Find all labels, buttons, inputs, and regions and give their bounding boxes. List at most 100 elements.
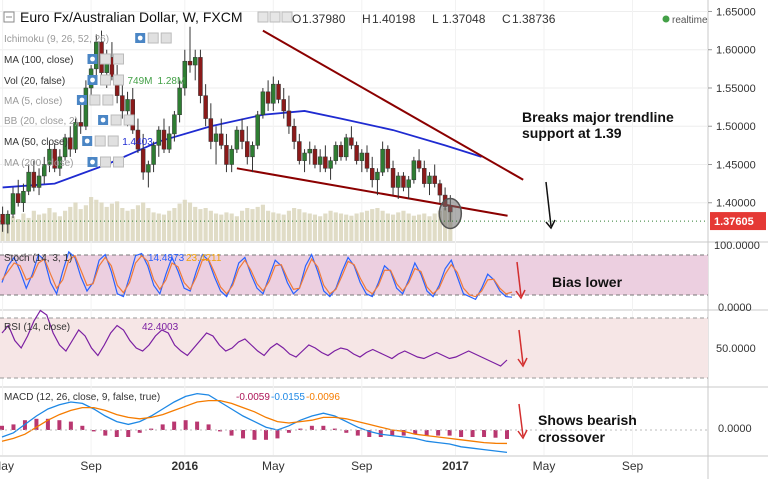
volume-bar bbox=[21, 213, 26, 241]
volume-bar bbox=[276, 213, 281, 241]
volume-bar bbox=[10, 216, 16, 241]
candle-body bbox=[192, 57, 198, 66]
indicator-label: MA (5, close) bbox=[4, 96, 62, 107]
volume-bar bbox=[193, 206, 198, 241]
volume-bar bbox=[416, 214, 422, 241]
candle-body bbox=[31, 171, 37, 188]
macd-histogram-bar bbox=[91, 430, 96, 432]
indicator-settings-icon[interactable] bbox=[89, 94, 101, 106]
volume-bar bbox=[0, 224, 5, 241]
collapse-icon[interactable] bbox=[3, 11, 15, 23]
volume-bar bbox=[177, 203, 182, 241]
volume-bar bbox=[208, 210, 213, 241]
volume-bar bbox=[396, 212, 401, 241]
candle-body bbox=[260, 91, 266, 116]
volume-bar bbox=[52, 212, 57, 241]
volume-bar bbox=[26, 217, 31, 241]
indicator-settings-icon[interactable] bbox=[100, 156, 111, 168]
candle-body bbox=[359, 152, 365, 161]
macd-histogram-bar bbox=[252, 430, 257, 440]
macd-histogram-bar bbox=[298, 428, 303, 430]
candle-body bbox=[47, 148, 52, 165]
arrow-head-macd bbox=[517, 429, 528, 440]
indicator-value: 1.28M bbox=[158, 76, 186, 87]
volume-bar bbox=[427, 216, 432, 241]
header-toolbar-icon[interactable] bbox=[257, 11, 269, 23]
candle-body bbox=[57, 156, 63, 169]
arrow-head-main bbox=[545, 219, 556, 230]
candle-body bbox=[73, 122, 78, 150]
indicator-settings-icon[interactable] bbox=[147, 32, 159, 44]
macd-tick: 0.0000 bbox=[718, 423, 752, 435]
volume-bar bbox=[36, 214, 42, 241]
candle-body bbox=[52, 148, 57, 169]
ohlc-key: L bbox=[432, 12, 439, 26]
macd-histogram-bar bbox=[263, 430, 268, 440]
candle-body bbox=[15, 193, 21, 203]
last-price-label: 1.37605 bbox=[714, 216, 754, 228]
volume-bar bbox=[219, 214, 224, 241]
header-toolbar-icon[interactable] bbox=[269, 11, 281, 23]
header-toolbar-icon[interactable] bbox=[281, 11, 293, 23]
indicator-remove-icon[interactable] bbox=[107, 135, 119, 147]
volume-bar bbox=[99, 202, 104, 241]
volume-bar bbox=[338, 213, 344, 241]
ohlc-key: H bbox=[362, 12, 371, 26]
y-tick-label: 1.65000 bbox=[716, 6, 756, 18]
candle-body bbox=[78, 122, 83, 127]
volume-bar bbox=[323, 213, 328, 241]
candle-body bbox=[323, 156, 328, 169]
indicator-settings-icon[interactable] bbox=[94, 135, 106, 147]
indicator-remove-icon[interactable] bbox=[113, 74, 124, 86]
volume-bar bbox=[234, 216, 239, 241]
volume-bar bbox=[83, 205, 88, 241]
macd-histogram-bar bbox=[367, 430, 372, 437]
macd-histogram-bar bbox=[218, 430, 223, 432]
candle-body bbox=[375, 171, 380, 181]
candle-body bbox=[369, 168, 375, 181]
indicator-settings-icon[interactable] bbox=[100, 74, 111, 86]
indicator-remove-icon[interactable] bbox=[102, 94, 114, 106]
indicator-settings-icon[interactable] bbox=[100, 53, 111, 65]
indicator-value: 749M bbox=[128, 76, 153, 87]
volume-bar bbox=[380, 210, 385, 241]
rsi-band bbox=[0, 318, 708, 378]
candle-body bbox=[224, 145, 229, 165]
volume-bar bbox=[146, 208, 151, 241]
volume-bar bbox=[307, 213, 312, 241]
indicator-eye-dot bbox=[90, 159, 95, 165]
candle-body bbox=[338, 145, 344, 158]
indicator-settings-icon[interactable] bbox=[110, 114, 122, 126]
ohlc-key: O bbox=[292, 12, 301, 26]
indicator-remove-icon[interactable] bbox=[123, 114, 135, 126]
volume-bar bbox=[141, 202, 146, 241]
candle-body bbox=[208, 118, 214, 142]
indicator-remove-icon[interactable] bbox=[160, 32, 172, 44]
macd-histogram-bar bbox=[309, 425, 314, 430]
volume-bar bbox=[73, 202, 78, 241]
volume-bar bbox=[406, 213, 411, 241]
candle-body bbox=[219, 133, 224, 146]
symbol-title: Euro Fx/Australian Dollar, W, FXCM bbox=[20, 9, 243, 25]
candle-body bbox=[255, 114, 260, 146]
macd-histogram-bar bbox=[447, 430, 452, 436]
x-tick-label: Sep bbox=[80, 459, 102, 473]
volume-bar bbox=[333, 212, 338, 241]
ohlc-value: 1.37048 bbox=[442, 12, 486, 26]
macd-histogram-bar bbox=[424, 430, 429, 436]
volume-bar bbox=[401, 210, 406, 241]
volume-bar bbox=[167, 210, 172, 241]
candle-body bbox=[297, 141, 302, 161]
candle-body bbox=[125, 99, 130, 112]
indicator-remove-icon[interactable] bbox=[113, 156, 124, 168]
volume-bar bbox=[281, 214, 286, 241]
volume-bar bbox=[286, 210, 292, 241]
volume-bar bbox=[239, 210, 245, 241]
x-tick-label: 2016 bbox=[171, 459, 198, 473]
macd-histogram-bar bbox=[126, 430, 131, 437]
indicator-remove-icon[interactable] bbox=[113, 53, 124, 65]
candle-body bbox=[239, 129, 245, 142]
volume-bar bbox=[156, 213, 161, 241]
arrow-down-stoch bbox=[516, 261, 522, 297]
